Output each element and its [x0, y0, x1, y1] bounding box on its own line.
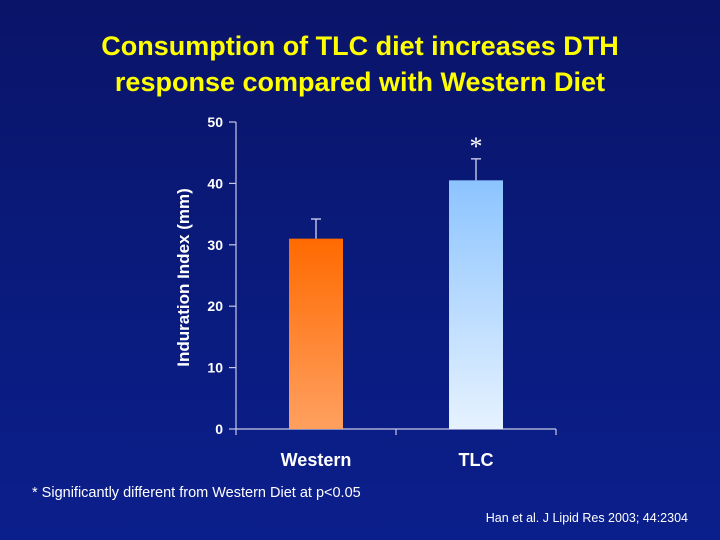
chart-title-line-2: response compared with Western Diet [114, 67, 606, 97]
y-axis-title: Induration Index (mm) [174, 188, 193, 367]
significance-footnote: * Significantly different from Western D… [32, 485, 361, 501]
bar-tlc [449, 180, 503, 429]
y-tick-label: 30 [207, 237, 223, 253]
x-category-label: TLC [459, 450, 494, 470]
y-tick-label: 0 [215, 421, 223, 437]
bar-western [289, 238, 343, 429]
y-tick-label: 40 [207, 175, 223, 191]
chart-title: Consumption of TLC diet increases DTH re… [0, 28, 720, 100]
x-category-label: Western [281, 450, 352, 470]
y-tick-label: 50 [207, 114, 223, 130]
y-tick-label: 10 [207, 360, 223, 376]
y-tick-label: 20 [207, 298, 223, 314]
significance-marker: * [470, 132, 483, 161]
chart-title-line-1: Consumption of TLC diet increases DTH [101, 31, 619, 61]
citation: Han et al. J Lipid Res 2003; 44:2304 [485, 511, 688, 525]
